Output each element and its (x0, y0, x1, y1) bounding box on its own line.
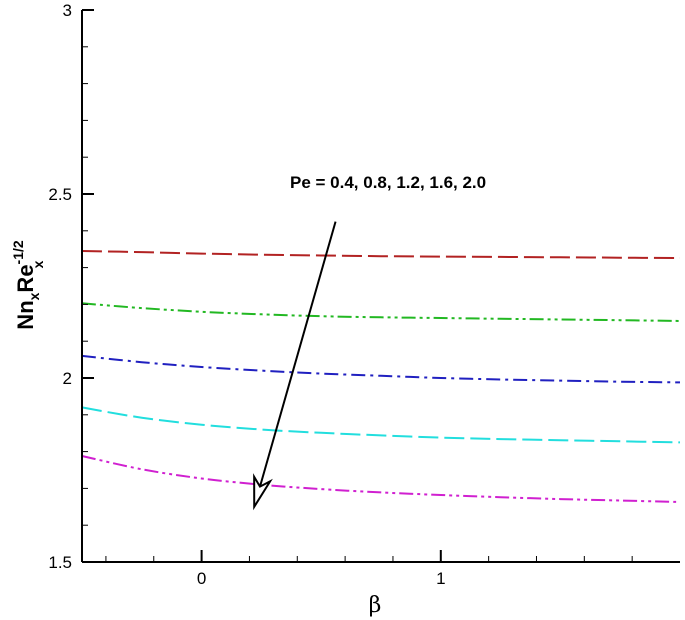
series-line-3 (81, 354, 681, 384)
y-tick-label-2: 2.5 (48, 185, 72, 204)
y-axis-label: NnxRe-1/2 x (10, 240, 46, 330)
y-tick-label-0: 1.5 (48, 553, 72, 572)
series-line-5 (81, 455, 681, 503)
x-tick-label-0: 0 (197, 569, 206, 588)
y-axis-label-sup2: -1/2 (10, 240, 26, 264)
tick-labels-group: 1.5 2 2.5 3 0 1 (48, 1, 445, 588)
annotation-arrow-shaft (259, 221, 337, 487)
annotation-group: Pe = 0.4, 0.8, 1.2, 1.6, 2.0 (253, 173, 486, 511)
y-tick-label-1: 2 (63, 369, 72, 388)
y-axis-label-sub1: x (26, 292, 42, 300)
y-axis-label-base2: Re (13, 264, 38, 292)
series-line-1 (81, 250, 681, 259)
y-axis-label-sub2: x (30, 260, 46, 268)
ticks-group (82, 9, 633, 563)
series-line-4 (81, 406, 681, 444)
axes-group (81, 10, 680, 563)
pe-annotation-text: Pe = 0.4, 0.8, 1.2, 1.6, 2.0 (290, 173, 486, 192)
series-line-2 (81, 302, 681, 322)
y-axis-label-base1: Nn (13, 300, 38, 329)
x-tick-label-1: 1 (436, 569, 445, 588)
curves-group (81, 250, 681, 503)
annotation-arrow-head (253, 473, 273, 511)
x-axis-label: β (369, 593, 382, 618)
y-tick-label-3: 3 (63, 1, 72, 20)
